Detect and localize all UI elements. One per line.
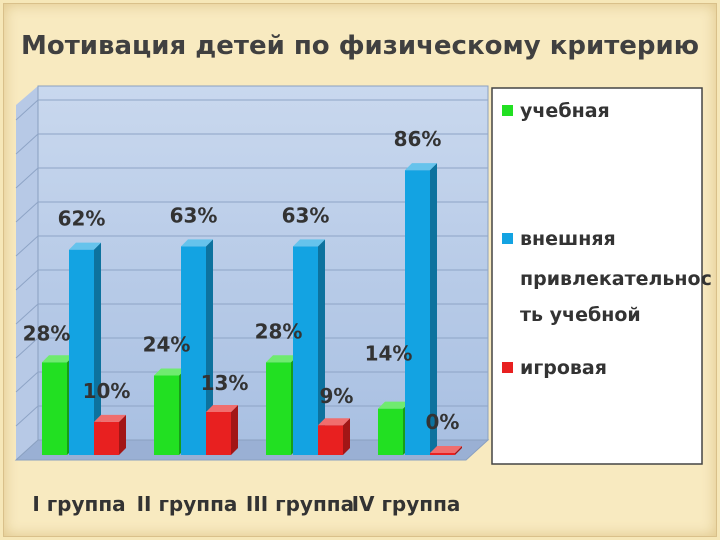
legend: учебная внешняя привлекательнос ть учебн… xyxy=(491,87,712,465)
data-label: 0% xyxy=(426,410,460,434)
legend-label-uchebnaya: учебная xyxy=(520,100,610,122)
bar-side xyxy=(318,239,325,455)
bar-top xyxy=(42,355,74,363)
x-tick-label-4: IV группа xyxy=(352,492,461,516)
gridline xyxy=(15,371,488,393)
bar-top xyxy=(94,414,126,422)
legend-label-vneshnyaya-line2: привлекательнос xyxy=(520,268,712,290)
bar-front xyxy=(430,453,455,455)
bar-front xyxy=(206,411,231,455)
bar-front xyxy=(154,375,179,455)
bar-front xyxy=(266,362,291,455)
data-label: 9% xyxy=(320,384,354,408)
bar-front xyxy=(42,362,67,455)
bars-group xyxy=(42,163,462,455)
chart-title: Мотивация детей по физическому критерию xyxy=(21,31,699,61)
bar-top xyxy=(206,404,238,412)
bar xyxy=(293,239,325,455)
bar-side xyxy=(343,418,350,455)
data-label: 13% xyxy=(201,371,249,395)
bar xyxy=(181,239,213,455)
bar-side xyxy=(430,163,437,455)
bar-top xyxy=(405,163,437,171)
bar-front xyxy=(405,170,430,455)
bar-top xyxy=(69,242,101,250)
bar-top xyxy=(266,355,298,363)
data-labels-group: 28% 24% 28% 14% 62% 63% 63% 86% 10% 13% 9% 0% xyxy=(23,127,460,434)
x-tick-label-3: III группа xyxy=(246,492,354,516)
data-label: 14% xyxy=(365,342,413,366)
x-tick-label-2: II группа xyxy=(137,492,238,516)
bar-front xyxy=(378,408,403,455)
bar-front xyxy=(318,425,343,455)
bar-top xyxy=(318,418,350,426)
gridline xyxy=(15,167,488,189)
bar xyxy=(69,242,101,455)
data-label: 10% xyxy=(83,379,131,403)
bar-side xyxy=(231,404,238,455)
legend-label-igrovaya: игровая xyxy=(520,357,607,379)
data-label: 28% xyxy=(255,319,303,343)
data-label: 63% xyxy=(170,203,218,227)
bar-side xyxy=(94,242,101,455)
bar-top xyxy=(293,239,325,247)
bar-side xyxy=(119,414,126,455)
bar-side xyxy=(455,446,462,455)
bar xyxy=(318,418,350,455)
bar-front xyxy=(94,421,119,455)
bar-top xyxy=(181,239,213,247)
gridline xyxy=(15,337,488,359)
gridline xyxy=(15,201,488,223)
bar-top xyxy=(378,401,410,409)
legend-label-vneshnyaya-line1: внешняя xyxy=(520,228,616,250)
bar-side xyxy=(206,239,213,455)
legend-swatch-uchebnaya xyxy=(502,105,513,116)
legend-box xyxy=(491,87,703,465)
bar-front xyxy=(69,249,94,455)
gridline xyxy=(15,269,488,291)
bar xyxy=(430,446,462,455)
bar xyxy=(94,414,126,455)
legend-swatch-vneshnyaya xyxy=(502,233,513,244)
bar xyxy=(405,163,437,455)
legend-swatch-igrovaya xyxy=(502,362,513,373)
data-label: 28% xyxy=(23,321,71,345)
plot-floor xyxy=(14,439,490,461)
legend-label-vneshnyaya-line3: ть учебной xyxy=(520,304,641,326)
x-tick-label-1: I группа xyxy=(32,492,125,516)
data-label: 63% xyxy=(282,203,330,227)
gridlines xyxy=(15,99,488,427)
gridline xyxy=(15,133,488,155)
data-label: 62% xyxy=(58,207,106,231)
gridline xyxy=(15,303,488,325)
data-label: 24% xyxy=(143,333,191,357)
gridline xyxy=(15,235,488,257)
bar xyxy=(206,404,238,455)
gridline xyxy=(15,405,488,427)
bar-top xyxy=(430,446,462,453)
data-label: 86% xyxy=(394,127,442,151)
bar-front xyxy=(293,246,318,455)
bar-top xyxy=(154,368,186,376)
gridline xyxy=(15,99,488,121)
bar-front xyxy=(181,246,206,455)
